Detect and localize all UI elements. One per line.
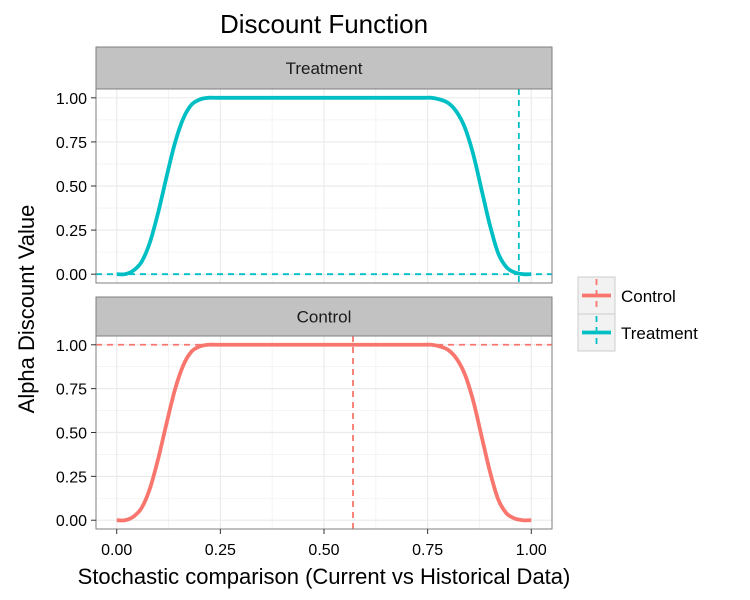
legend: Control Treatment: [577, 276, 698, 352]
x-axis-label: Stochastic comparison (Current vs Histor…: [78, 564, 571, 589]
y-tick-label: 0.75: [56, 382, 87, 399]
y-tick-label: 1.00: [56, 91, 87, 108]
y-tick-label: 0.50: [56, 426, 87, 443]
x-tick-label: 0.00: [101, 542, 132, 559]
y-axis-label: Alpha Discount Value: [14, 205, 39, 414]
x-tick-label: 0.50: [308, 542, 339, 559]
y-tick-label: 0.75: [56, 135, 87, 152]
legend-label-control: Control: [621, 287, 676, 306]
strip-label: Control: [297, 308, 352, 327]
x-tick-label: 1.00: [516, 542, 547, 559]
panel-control: Control 0.00 0.25 0.50 0.75 1.00: [56, 296, 553, 530]
panel-treatment: Treatment 0.00 0.25 0.50 0.75 1.00: [56, 46, 553, 284]
series-line-control: [116, 342, 532, 523]
y-tick-label: 0.00: [56, 513, 87, 530]
chart-title: Discount Function: [220, 9, 428, 39]
strip-background: [95, 46, 553, 90]
y-tick-label: 0.50: [56, 179, 87, 196]
facet-panels: Treatment 0.00 0.25 0.50 0.75 1.00 Control 0.00…: [56, 46, 553, 559]
y-tick-label: 0.25: [56, 469, 87, 486]
y-tick-label: 0.25: [56, 223, 87, 240]
strip-label: Treatment: [286, 59, 363, 78]
x-tick-label: 0.25: [205, 542, 236, 559]
series-line-treatment: [116, 95, 532, 277]
legend-label-treatment: Treatment: [621, 324, 698, 343]
y-tick-label: 1.00: [56, 338, 87, 355]
y-tick-label: 0.00: [56, 267, 87, 284]
strip-background: [95, 296, 553, 337]
x-tick-label: 0.75: [412, 542, 443, 559]
